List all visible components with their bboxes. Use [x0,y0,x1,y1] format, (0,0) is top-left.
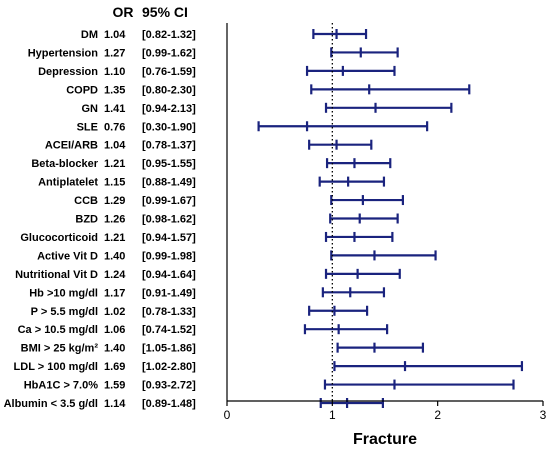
row-or-value: 1.59 [104,380,125,392]
row-label: CCB [74,195,98,207]
x-tick-label: 2 [434,408,441,422]
row-ci-value: [0.80-2.30] [142,84,196,96]
row-or-value: 1.14 [104,398,126,410]
row-or-value: 1.06 [104,324,125,336]
forest-row: Ca > 10.5 mg/dl 1.06 [0.74-1.52] [18,324,389,336]
forest-row: GN 1.41 [0.94-2.13] [82,102,453,115]
row-ci-value: [0.82-1.32] [142,29,196,41]
row-or-value: 1.04 [104,29,126,41]
forest-row: HbA1C > 7.0% 1.59 [0.93-2.72] [24,379,515,392]
row-or-value: 0.76 [104,121,125,133]
row-or-value: 1.40 [104,343,125,355]
forest-row: BZD 1.26 [0.98-1.62] [75,213,399,226]
row-label: HbA1C > 7.0% [24,380,98,392]
row-or-value: 1.69 [104,361,125,373]
row-label: COPD [66,84,98,96]
row-ci-value: [0.99-1.62] [142,47,196,59]
forest-row: Antiplatelet 1.15 [0.88-1.49] [38,176,386,189]
forest-row: Nutritional Vit D 1.24 [0.94-1.64] [15,268,401,281]
row-or-value: 1.02 [104,306,125,318]
row-or-value: 1.27 [104,47,125,59]
row-ci-value: [0.78-1.33] [142,306,196,318]
row-or-value: 1.04 [104,140,126,152]
forest-row: CCB 1.29 [0.99-1.67] [74,195,405,207]
x-tick-label: 0 [224,408,231,422]
row-or-value: 1.26 [104,214,125,226]
row-or-value: 1.10 [104,66,125,78]
row-label: GN [82,103,99,115]
forest-row: Beta-blocker 1.21 [0.95-1.55] [31,158,392,170]
row-ci-value: [0.89-1.48] [142,398,196,410]
row-or-value: 1.40 [104,250,125,262]
row-label: BZD [75,214,98,226]
row-label: Ca > 10.5 mg/dl [18,324,98,336]
forest-row: BMI > 25 kg/m² 1.40 [1.05-1.86] [21,342,425,355]
row-label: BMI > 25 kg/m² [21,343,99,355]
x-tick-label: 1 [329,408,336,422]
row-ci-value: [0.94-1.64] [142,269,196,281]
row-label: Active Vit D [37,250,98,262]
row-ci-value: [0.30-1.90] [142,121,196,133]
row-or-value: 1.21 [104,158,125,170]
row-ci-value: [0.93-2.72] [142,380,196,392]
row-ci-value: [0.78-1.37] [142,140,196,152]
forest-row: P > 5.5 mg/dl 1.02 [0.78-1.33] [31,305,369,318]
forest-row: DM 1.04 [0.82-1.32] [81,29,368,41]
row-or-value: 1.29 [104,195,125,207]
row-label: P > 5.5 mg/dl [31,306,98,318]
row-or-value: 1.35 [104,84,125,96]
forest-row: ACEI/ARB 1.04 [0.78-1.37] [45,139,373,152]
row-label: Nutritional Vit D [15,269,98,281]
forest-row: Glucocorticoid 1.21 [0.94-1.57] [20,231,394,244]
row-label: DM [81,29,98,41]
row-or-value: 1.41 [104,103,125,115]
forest-row: Active Vit D 1.40 [0.99-1.98] [37,250,437,262]
row-or-value: 1.21 [104,232,125,244]
row-ci-value: [0.99-1.98] [142,250,196,262]
or-header: OR [113,4,134,20]
row-ci-value: [0.95-1.55] [142,158,196,170]
forest-row: Hypertension 1.27 [0.99-1.62] [28,47,399,59]
row-ci-value: [0.94-2.13] [142,103,196,115]
row-ci-value: [0.94-1.57] [142,232,196,244]
row-ci-value: [0.91-1.49] [142,287,196,299]
forest-row: LDL > 100 mg/dl 1.69 [1.02-2.80] [14,361,524,373]
row-ci-value: [0.88-1.49] [142,177,196,189]
row-label: Hb >10 mg/dl [29,287,98,299]
row-label: Depression [38,66,98,78]
row-or-value: 1.17 [104,287,125,299]
forest-rows: DM 1.04 [0.82-1.32] Hypertension 1.27 [0.99-1… [4,29,524,410]
row-label: Antiplatelet [38,177,98,189]
forest-row: Albumin < 3.5 g/dl 1.14 [0.89-1.48] [4,398,384,410]
row-label: SLE [77,121,98,133]
forest-row: Depression 1.10 [0.76-1.59] [38,65,396,78]
forest-row: COPD 1.35 [0.80-2.30] [66,84,471,96]
row-label: LDL > 100 mg/dl [14,361,98,373]
row-ci-value: [0.99-1.67] [142,195,196,207]
row-label: Glucocorticoid [20,232,98,244]
row-ci-value: [0.98-1.62] [142,214,196,226]
x-axis-title: Fracture [353,431,417,448]
row-label: Beta-blocker [31,158,98,170]
row-label: Albumin < 3.5 g/dl [4,398,98,410]
row-label: ACEI/ARB [45,140,98,152]
row-or-value: 1.15 [104,177,125,189]
ci-header: 95% CI [142,4,188,20]
forest-row: Hb >10 mg/dl 1.17 [0.91-1.49] [29,287,386,299]
x-tick-label: 3 [540,408,547,422]
row-ci-value: [0.76-1.59] [142,66,196,78]
forest-row: SLE 0.76 [0.30-1.90] [77,121,429,133]
row-label: Hypertension [28,47,99,59]
row-ci-value: [1.05-1.86] [142,343,196,355]
x-axis: 0 1 2 3 [224,23,547,422]
row-ci-value: [1.02-2.80] [142,361,196,373]
row-ci-value: [0.74-1.52] [142,324,196,336]
row-or-value: 1.24 [104,269,126,281]
